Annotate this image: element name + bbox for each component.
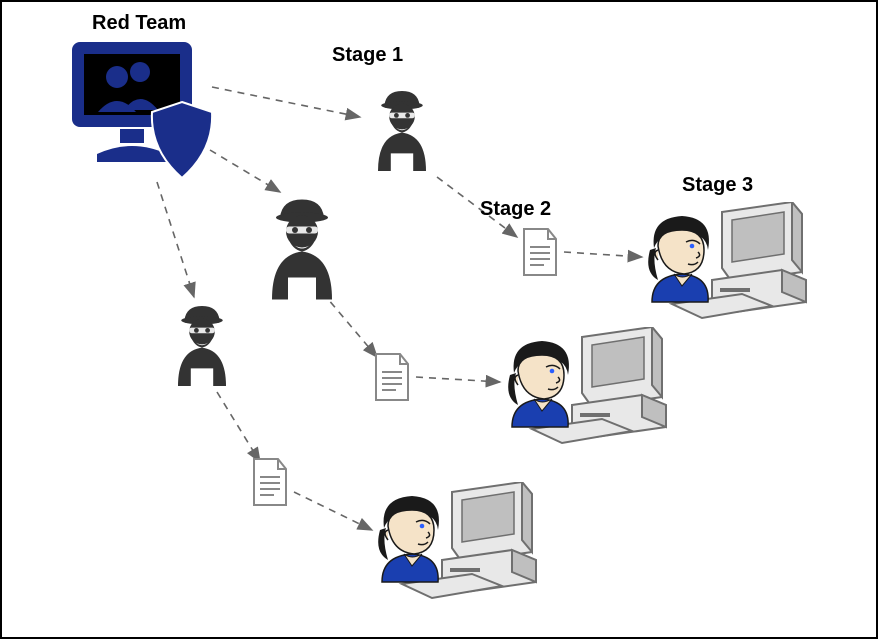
node-doc-1 xyxy=(520,227,560,277)
attacker-icon xyxy=(252,182,352,312)
document-icon xyxy=(520,227,560,277)
label-stage-1: Stage 1 xyxy=(332,44,403,67)
node-attacker-2 xyxy=(252,182,352,312)
node-doc-3 xyxy=(250,457,290,507)
attacker-icon xyxy=(362,77,442,181)
attacker-icon xyxy=(162,292,242,396)
edge-red_team-attacker1 xyxy=(212,87,360,117)
document-icon xyxy=(372,352,412,402)
node-target-2 xyxy=(502,327,672,457)
edge-red_team-attacker3 xyxy=(157,182,194,297)
node-doc-2 xyxy=(372,352,412,402)
user-computer-icon xyxy=(502,327,672,457)
node-red-team xyxy=(62,32,217,182)
edge-doc1-target1 xyxy=(564,252,642,257)
node-target-3 xyxy=(372,482,542,612)
edge-doc3-target3 xyxy=(294,492,372,530)
red-team-icon xyxy=(62,32,217,182)
user-computer-icon xyxy=(372,482,542,612)
node-attacker-1 xyxy=(362,77,442,181)
user-computer-icon xyxy=(642,202,812,332)
label-stage-3: Stage 3 xyxy=(682,174,753,197)
edge-doc2-target2 xyxy=(416,377,500,382)
diagram-frame: Red Team Stage 1 Stage 2 Stage 3 xyxy=(0,0,878,639)
node-target-1 xyxy=(642,202,812,332)
edge-attacker3-doc3 xyxy=(217,392,260,462)
document-icon xyxy=(250,457,290,507)
label-stage-2: Stage 2 xyxy=(480,198,551,221)
node-attacker-3 xyxy=(162,292,242,396)
